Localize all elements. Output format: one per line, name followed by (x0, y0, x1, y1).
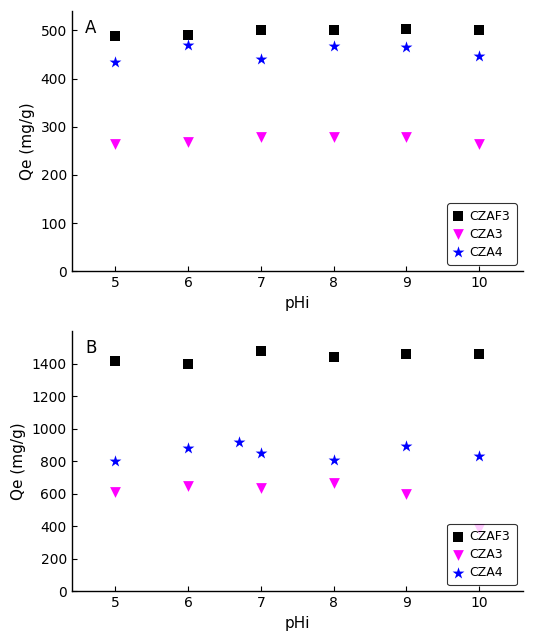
X-axis label: pHi: pHi (285, 616, 310, 631)
Legend: CZAF3, CZA3, CZA4: CZAF3, CZA3, CZA4 (447, 524, 516, 586)
CZAF3 (402, 349, 411, 360)
CZA4 (402, 441, 411, 451)
CZA3 (329, 132, 338, 143)
CZAF3 (329, 352, 338, 363)
CZA4 (329, 455, 338, 465)
CZA4 (111, 56, 120, 67)
CZA4 (184, 444, 192, 454)
CZAF3 (111, 356, 120, 366)
CZA4 (184, 40, 192, 50)
CZA3 (257, 132, 265, 143)
CZA3 (111, 139, 120, 149)
CZAF3 (184, 30, 192, 40)
CZA3 (475, 524, 483, 534)
CZA4 (329, 41, 338, 51)
Y-axis label: Qe (mg/g): Qe (mg/g) (20, 102, 35, 180)
CZA3 (257, 483, 265, 494)
Y-axis label: Qe (mg/g): Qe (mg/g) (11, 422, 26, 500)
CZAF3 (184, 359, 192, 369)
CZAF3 (257, 346, 265, 356)
CZAF3 (475, 25, 483, 35)
CZAF3 (329, 25, 338, 35)
CZAF3 (402, 24, 411, 35)
CZA3 (184, 481, 192, 491)
CZA3 (402, 489, 411, 499)
CZA4 (111, 456, 120, 467)
CZAF3 (475, 349, 483, 360)
CZA4 (235, 437, 244, 447)
CZA3 (475, 139, 483, 149)
Legend: CZAF3, CZA3, CZA4: CZAF3, CZA3, CZA4 (447, 204, 516, 265)
CZA4 (402, 42, 411, 53)
CZA3 (329, 478, 338, 488)
CZAF3 (111, 31, 120, 41)
CZA4 (257, 54, 265, 64)
CZA4 (475, 451, 483, 461)
Text: A: A (85, 19, 97, 37)
CZA4 (475, 51, 483, 61)
CZA3 (184, 137, 192, 147)
CZA4 (257, 447, 265, 458)
CZA3 (111, 487, 120, 497)
CZAF3 (257, 25, 265, 35)
Text: B: B (85, 339, 97, 357)
CZA3 (402, 132, 411, 142)
X-axis label: pHi: pHi (285, 295, 310, 311)
